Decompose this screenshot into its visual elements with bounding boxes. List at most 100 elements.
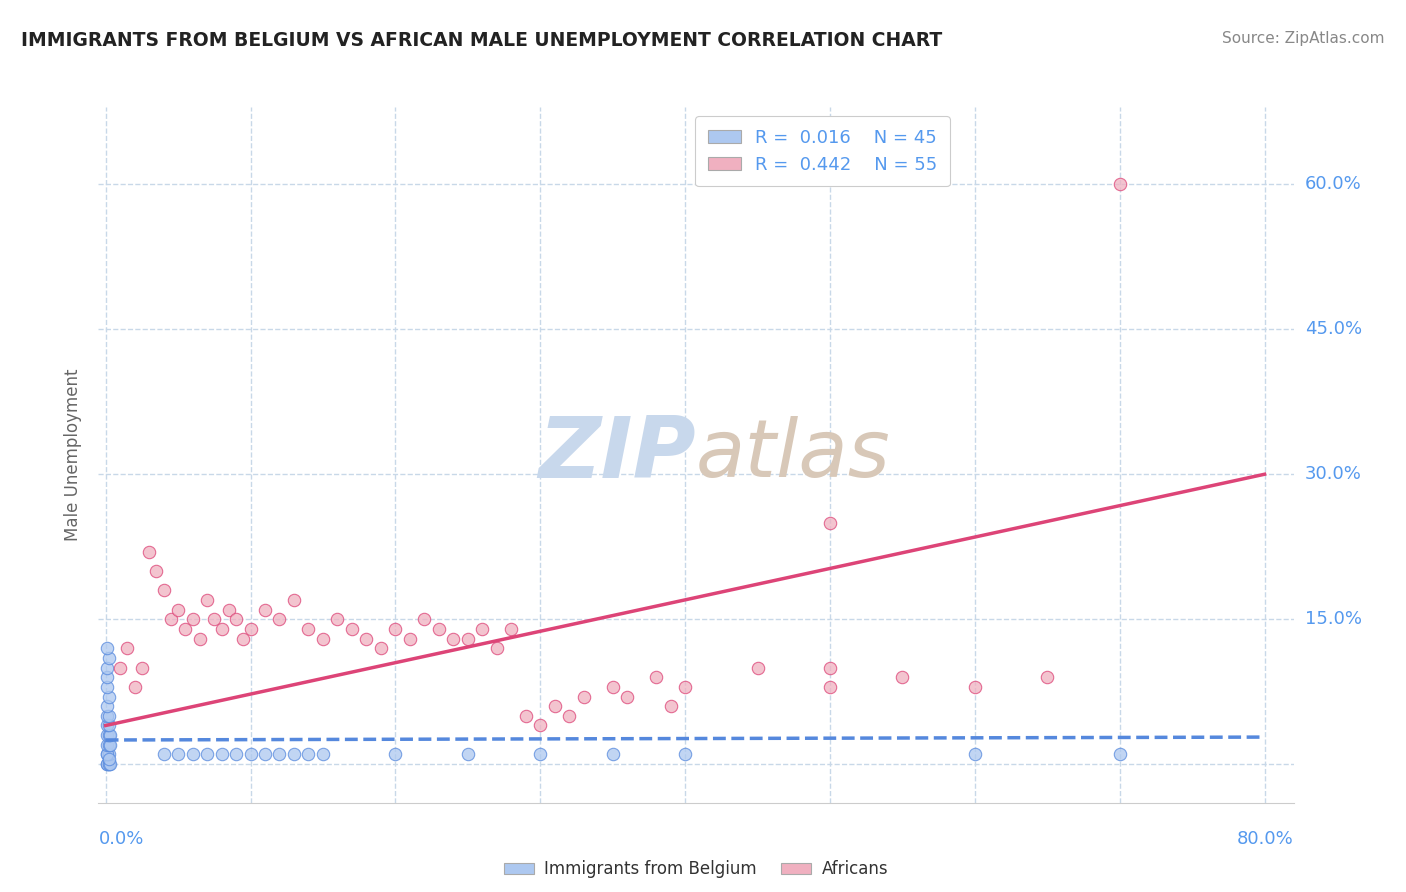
Point (96, 699, 118, 714)
Point (645, 670, 668, 684)
Text: 45.0%: 45.0% (1305, 320, 1362, 338)
Point (413, 612, 436, 626)
Point (818, 680, 841, 694)
Y-axis label: Male Unemployment: Male Unemployment (65, 368, 83, 541)
Point (818, 660, 841, 674)
Point (218, 602, 240, 616)
Point (747, 660, 769, 674)
Point (96, 660, 118, 674)
Point (572, 690, 595, 704)
Point (96, 747, 118, 762)
Point (457, 747, 479, 762)
Point (97, 757, 120, 772)
Point (269, 612, 291, 626)
Point (558, 708, 581, 723)
Point (673, 747, 696, 762)
Point (97, 747, 120, 762)
Text: 60.0%: 60.0% (1305, 176, 1361, 194)
Point (312, 747, 335, 762)
Point (152, 583, 174, 598)
Point (602, 680, 624, 694)
Text: atlas: atlas (696, 416, 891, 494)
Point (326, 612, 349, 626)
Point (427, 622, 450, 636)
Point (283, 747, 305, 762)
Point (152, 747, 174, 762)
Point (963, 680, 986, 694)
Point (138, 544, 160, 558)
Point (312, 632, 335, 646)
Point (1036, 670, 1059, 684)
Point (297, 747, 319, 762)
Point (97, 728, 120, 742)
Point (211, 747, 233, 762)
Point (97, 738, 120, 752)
Point (529, 718, 551, 732)
Point (399, 632, 422, 646)
Point (529, 747, 551, 762)
Point (602, 747, 624, 762)
Point (441, 632, 464, 646)
Point (340, 622, 363, 636)
Point (239, 622, 262, 636)
Point (891, 670, 914, 684)
Point (96, 708, 118, 723)
Point (96, 747, 118, 762)
Text: 0.0%: 0.0% (98, 830, 143, 847)
Point (471, 622, 494, 636)
Point (96, 757, 118, 772)
Point (131, 660, 153, 674)
Point (659, 699, 682, 714)
Point (485, 641, 508, 656)
Point (96, 670, 118, 684)
Point (96, 728, 118, 742)
Point (98, 738, 121, 752)
Point (232, 632, 254, 646)
Text: IMMIGRANTS FROM BELGIUM VS AFRICAN MALE UNEMPLOYMENT CORRELATION CHART: IMMIGRANTS FROM BELGIUM VS AFRICAN MALE … (21, 31, 942, 50)
Point (253, 602, 276, 616)
Point (283, 592, 305, 607)
Point (225, 747, 247, 762)
Point (297, 622, 319, 636)
Point (818, 516, 841, 530)
Point (96, 738, 118, 752)
Point (181, 612, 204, 626)
Point (108, 660, 131, 674)
Point (211, 622, 233, 636)
Text: ZIP: ZIP (538, 413, 696, 497)
Point (97, 708, 120, 723)
Text: 80.0%: 80.0% (1237, 830, 1294, 847)
Point (1108, 747, 1130, 762)
Point (96, 757, 118, 772)
Point (96, 641, 118, 656)
Point (370, 641, 392, 656)
Point (616, 690, 638, 704)
Point (188, 632, 211, 646)
Point (195, 592, 218, 607)
Point (167, 602, 190, 616)
Point (239, 747, 262, 762)
Point (96, 718, 118, 732)
Point (195, 747, 218, 762)
Point (145, 564, 167, 578)
Point (1108, 178, 1130, 192)
Point (167, 747, 190, 762)
Point (269, 747, 291, 762)
Point (97, 718, 120, 732)
Point (384, 747, 406, 762)
Point (356, 632, 378, 646)
Point (501, 622, 523, 636)
Point (544, 699, 567, 714)
Point (174, 622, 197, 636)
Point (97, 690, 120, 704)
Text: Source: ZipAtlas.com: Source: ZipAtlas.com (1222, 31, 1385, 46)
Point (98, 757, 121, 772)
Point (97, 757, 120, 772)
Point (97, 752, 120, 766)
Point (96, 680, 118, 694)
Point (98, 728, 121, 742)
Point (457, 632, 479, 646)
Point (963, 747, 986, 762)
Point (160, 612, 183, 626)
Point (384, 622, 406, 636)
